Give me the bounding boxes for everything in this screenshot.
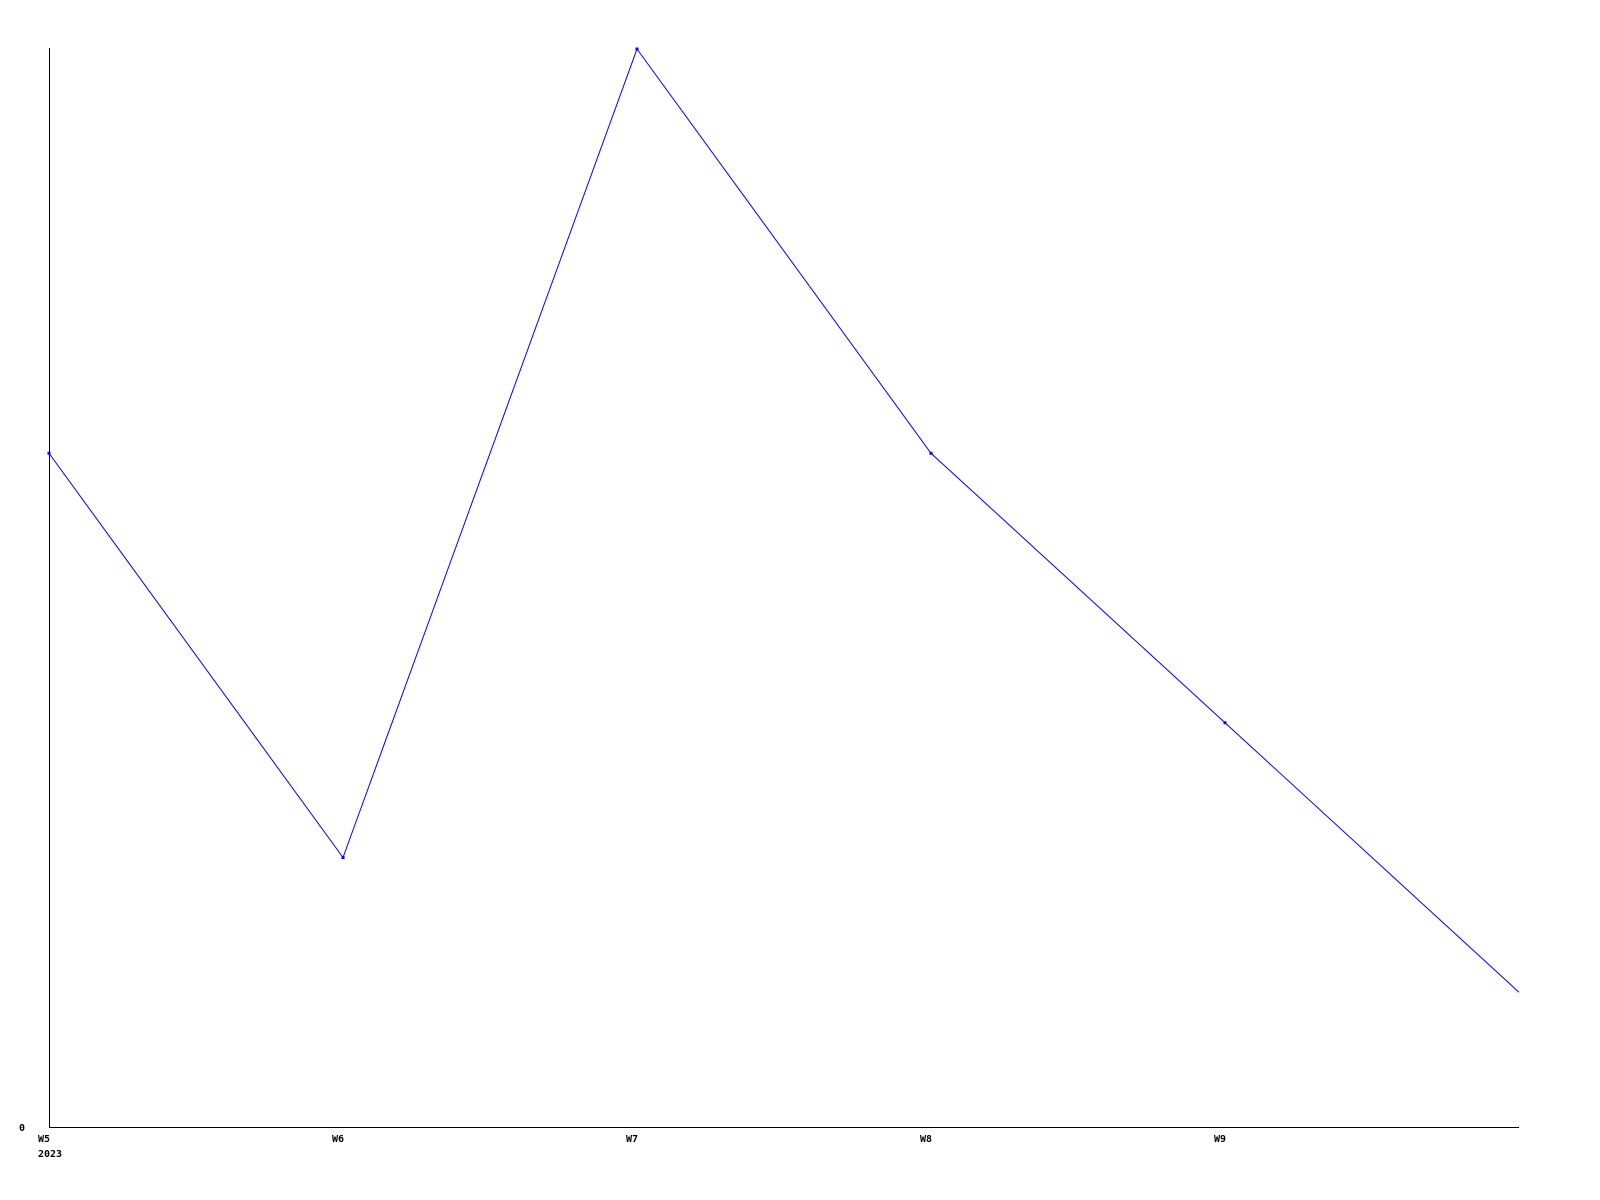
data-point-w9 (1223, 721, 1227, 725)
y-tick-label: 0 (19, 1123, 25, 1134)
x-tick-label: W8 (920, 1134, 932, 1145)
series-line (48, 47, 1520, 993)
data-point-w6 (341, 856, 345, 859)
data-point-w5 (47, 451, 51, 455)
x-tick-label: W7 (626, 1134, 638, 1145)
x-tick-label: W5 (38, 1134, 50, 1145)
x-tick-label: W6 (332, 1134, 344, 1145)
data-point-w8 (929, 451, 933, 455)
data-point-w7 (635, 47, 639, 51)
x-tick-label: W9 (1214, 1134, 1226, 1145)
x-year-label: 2023 (38, 1149, 62, 1160)
